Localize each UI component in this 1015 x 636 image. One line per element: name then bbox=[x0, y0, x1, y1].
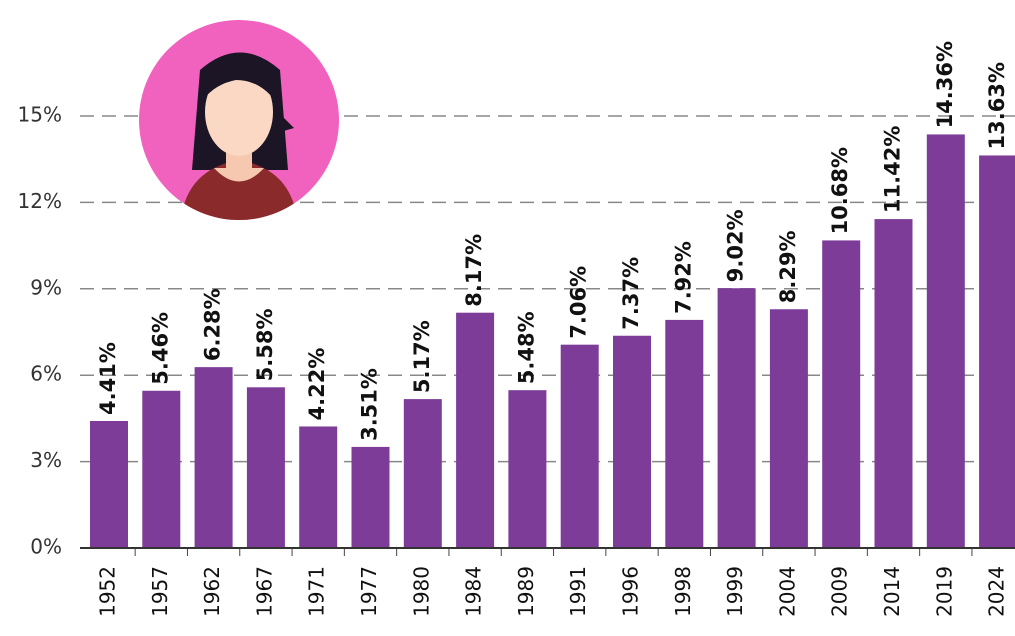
bar bbox=[351, 446, 390, 548]
x-tick-label: 2019 bbox=[932, 566, 956, 617]
bar bbox=[456, 312, 495, 548]
x-tick-label: 1957 bbox=[148, 566, 172, 617]
value-label: 8.29% bbox=[776, 230, 800, 303]
value-label: 11.42% bbox=[881, 126, 905, 213]
value-label: 13.63% bbox=[985, 62, 1009, 149]
x-tick-label: 1977 bbox=[357, 566, 381, 617]
bar bbox=[979, 155, 1015, 548]
y-tick-label: 6% bbox=[30, 362, 62, 386]
value-label: 10.68% bbox=[828, 147, 852, 234]
value-label: 5.46% bbox=[148, 312, 172, 385]
x-tick-label: 1998 bbox=[671, 566, 695, 617]
x-tick-label: 1962 bbox=[200, 566, 224, 617]
y-tick-label: 15% bbox=[18, 103, 62, 127]
bar bbox=[822, 240, 861, 548]
value-label: 14.36% bbox=[933, 41, 957, 128]
bar bbox=[613, 335, 651, 548]
avatar bbox=[139, 20, 339, 220]
value-label: 4.41% bbox=[96, 342, 120, 415]
y-tick-label: 12% bbox=[18, 189, 62, 213]
value-label: 7.37% bbox=[619, 257, 643, 330]
bar bbox=[874, 219, 913, 548]
value-label: 8.17% bbox=[462, 234, 486, 307]
y-tick-label: 0% bbox=[30, 535, 62, 559]
x-tick-label: 1952 bbox=[96, 566, 120, 617]
value-label: 5.17% bbox=[410, 320, 434, 393]
value-label: 5.58% bbox=[253, 308, 277, 381]
x-tick-label: 2004 bbox=[775, 566, 799, 617]
bar bbox=[717, 288, 756, 548]
value-label: 3.51% bbox=[358, 368, 382, 441]
x-tick-label: 2014 bbox=[880, 566, 904, 617]
bar bbox=[90, 420, 128, 548]
value-label: 9.02% bbox=[724, 209, 748, 282]
value-label: 7.92% bbox=[671, 241, 695, 314]
x-tick-label: 1989 bbox=[514, 566, 538, 617]
x-tick-label: 2009 bbox=[828, 566, 852, 617]
y-tick-label: 9% bbox=[30, 275, 62, 299]
x-tick-label: 1996 bbox=[619, 566, 643, 617]
bar bbox=[194, 367, 233, 548]
bar bbox=[508, 390, 547, 548]
x-tick-label: 1999 bbox=[723, 566, 747, 617]
x-tick-label: 1980 bbox=[409, 566, 433, 617]
x-tick-label: 1971 bbox=[305, 566, 329, 617]
bar bbox=[769, 309, 808, 548]
bar bbox=[246, 387, 285, 548]
bar bbox=[403, 399, 442, 548]
value-label: 5.48% bbox=[514, 311, 538, 384]
y-tick-label: 3% bbox=[30, 448, 62, 472]
value-label: 6.28% bbox=[201, 288, 225, 361]
x-tick-label: 1967 bbox=[252, 566, 276, 617]
bar bbox=[560, 344, 599, 548]
value-label: 4.22% bbox=[305, 348, 329, 421]
bar bbox=[926, 134, 965, 548]
value-label: 7.06% bbox=[567, 266, 591, 339]
x-tick-label: 1984 bbox=[462, 566, 486, 617]
x-tick-label: 2024 bbox=[985, 566, 1009, 617]
x-tick-label: 1991 bbox=[566, 566, 590, 617]
bar bbox=[299, 426, 338, 548]
bar bbox=[142, 390, 181, 548]
bar bbox=[665, 319, 704, 548]
